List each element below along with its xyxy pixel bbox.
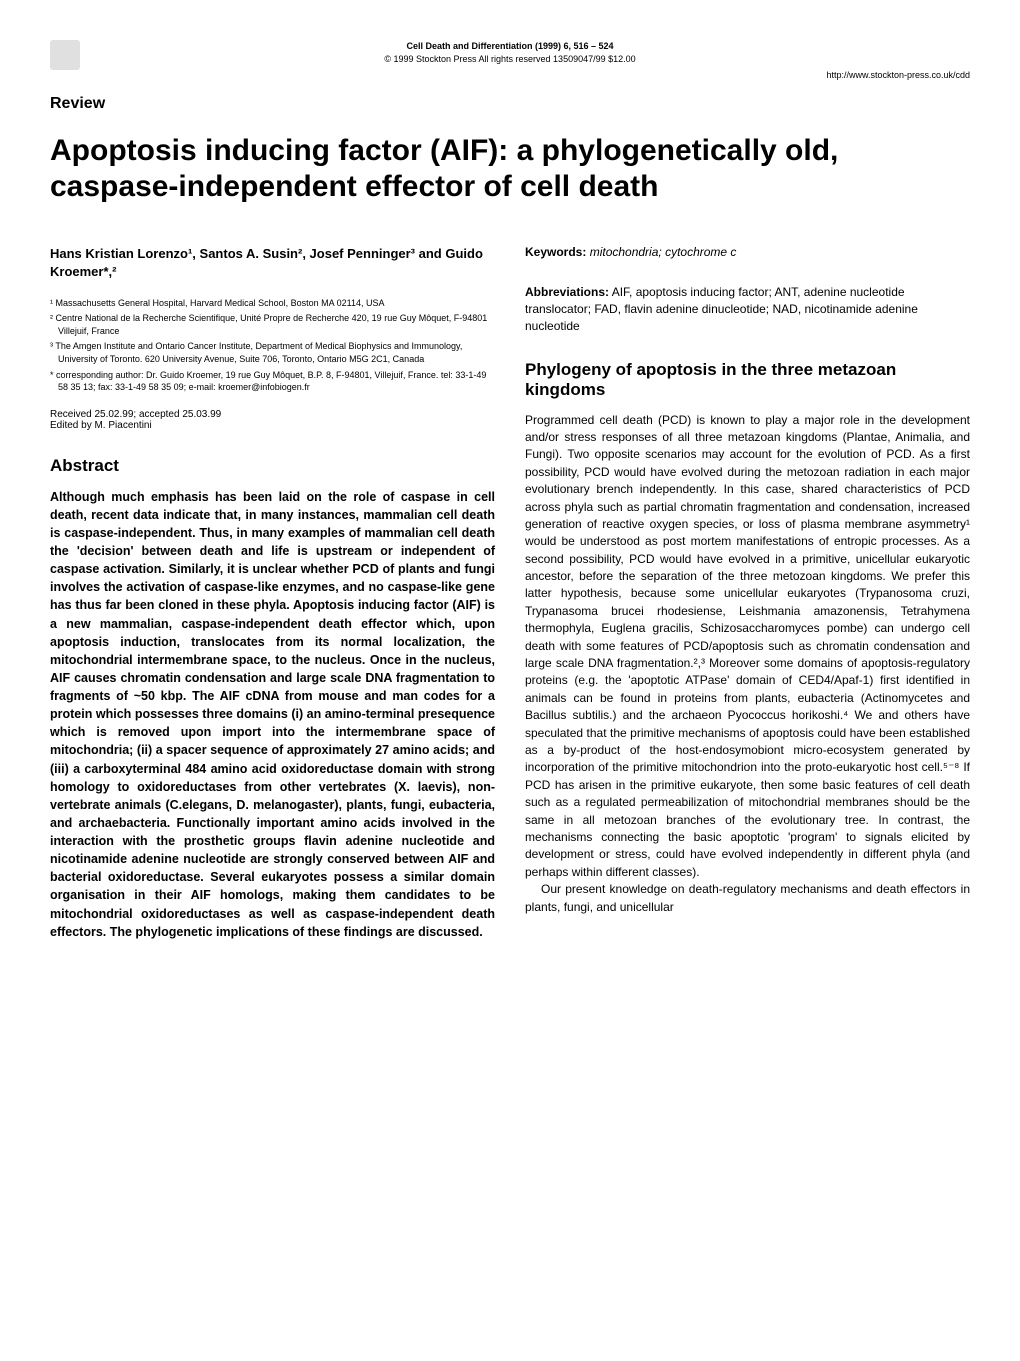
publisher-logo bbox=[50, 40, 80, 70]
body-text: Programmed cell death (PCD) is known to … bbox=[525, 412, 970, 916]
review-label: Review bbox=[50, 95, 970, 113]
copyright: © 1999 Stockton Press All rights reserve… bbox=[50, 53, 970, 66]
abstract-text: Although much emphasis has been laid on … bbox=[50, 488, 495, 941]
right-column: Keywords: mitochondria; cytochrome c Abb… bbox=[525, 245, 970, 941]
keywords-text: mitochondria; cytochrome c bbox=[586, 245, 736, 259]
journal-title: Cell Death and Differentiation (1999) 6,… bbox=[50, 40, 970, 53]
affiliation-corresponding: * corresponding author: Dr. Guido Kroeme… bbox=[50, 369, 495, 394]
keywords: Keywords: mitochondria; cytochrome c bbox=[525, 245, 970, 259]
section-heading-phylogeny: Phylogeny of apoptosis in the three meta… bbox=[525, 360, 970, 400]
journal-header: Cell Death and Differentiation (1999) 6,… bbox=[50, 40, 970, 65]
article-title: Apoptosis inducing factor (AIF): a phylo… bbox=[50, 133, 970, 205]
received-dates: Received 25.02.99; accepted 25.03.99 Edi… bbox=[50, 409, 495, 431]
content-columns: Hans Kristian Lorenzo¹, Santos A. Susin²… bbox=[50, 245, 970, 941]
paragraph-1: Programmed cell death (PCD) is known to … bbox=[525, 412, 970, 882]
abbreviations-label: Abbreviations: bbox=[525, 285, 609, 299]
abstract-heading: Abstract bbox=[50, 456, 495, 476]
affiliation-1: ¹ Massachusetts General Hospital, Harvar… bbox=[50, 297, 495, 310]
journal-url: http://www.stockton-press.co.uk/cdd bbox=[50, 70, 970, 80]
left-column: Hans Kristian Lorenzo¹, Santos A. Susin²… bbox=[50, 245, 495, 941]
affiliations: ¹ Massachusetts General Hospital, Harvar… bbox=[50, 297, 495, 394]
paragraph-2: Our present knowledge on death-regulator… bbox=[525, 881, 970, 916]
abbreviations: Abbreviations: AIF, apoptosis inducing f… bbox=[525, 284, 970, 334]
affiliation-3: ³ The Amgen Institute and Ontario Cancer… bbox=[50, 340, 495, 365]
affiliation-2: ² Centre National de la Recherche Scient… bbox=[50, 312, 495, 337]
keywords-label: Keywords: bbox=[525, 245, 586, 259]
authors: Hans Kristian Lorenzo¹, Santos A. Susin²… bbox=[50, 245, 495, 281]
